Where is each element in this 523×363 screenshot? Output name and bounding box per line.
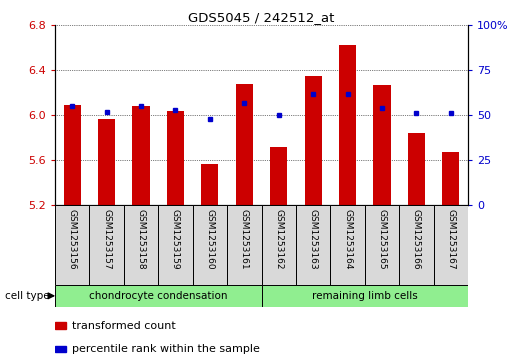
Text: chondrocyte condensation: chondrocyte condensation [89, 291, 228, 301]
Bar [236, 84, 253, 205]
Bar [192, 205, 227, 285]
Text: GSM1253162: GSM1253162 [274, 209, 283, 270]
Bar [167, 111, 184, 205]
Title: GDS5045 / 242512_at: GDS5045 / 242512_at [188, 11, 335, 24]
Bar [132, 106, 150, 205]
Text: remaining limb cells: remaining limb cells [312, 291, 418, 301]
Text: GSM1253157: GSM1253157 [102, 209, 111, 270]
Text: GSM1253156: GSM1253156 [67, 209, 77, 270]
Bar [63, 105, 81, 205]
Bar [158, 205, 192, 285]
Bar [201, 164, 219, 205]
Bar [227, 205, 262, 285]
Text: GSM1253166: GSM1253166 [412, 209, 421, 270]
Bar [262, 205, 296, 285]
Bar [296, 205, 331, 285]
Bar [373, 85, 391, 205]
Bar [98, 119, 115, 205]
Bar [442, 152, 460, 205]
Bar [124, 205, 158, 285]
Text: percentile rank within the sample: percentile rank within the sample [72, 344, 260, 354]
Text: cell type: cell type [5, 291, 50, 301]
Bar [55, 285, 262, 307]
Bar [262, 285, 468, 307]
Text: GSM1253167: GSM1253167 [446, 209, 456, 270]
Bar [399, 205, 434, 285]
Text: GSM1253164: GSM1253164 [343, 209, 352, 270]
Bar [331, 205, 365, 285]
Bar [304, 76, 322, 205]
Bar [408, 133, 425, 205]
Bar [55, 322, 66, 329]
Text: GSM1253158: GSM1253158 [137, 209, 145, 270]
Bar [89, 205, 124, 285]
Bar [365, 205, 399, 285]
Text: GSM1253165: GSM1253165 [378, 209, 386, 270]
Text: transformed count: transformed count [72, 321, 176, 331]
Bar [55, 205, 89, 285]
Bar [270, 147, 287, 205]
Text: GSM1253159: GSM1253159 [171, 209, 180, 270]
Text: GSM1253160: GSM1253160 [206, 209, 214, 270]
Bar [434, 205, 468, 285]
Bar [339, 45, 356, 205]
Text: GSM1253163: GSM1253163 [309, 209, 317, 270]
Bar [55, 346, 66, 352]
Text: GSM1253161: GSM1253161 [240, 209, 249, 270]
